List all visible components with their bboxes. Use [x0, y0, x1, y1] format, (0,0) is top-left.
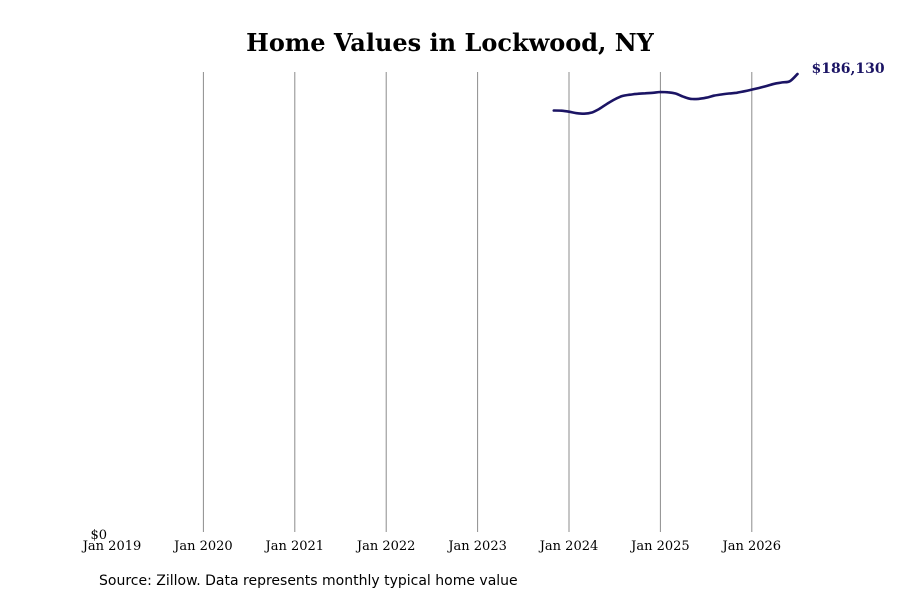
- latest-value-label: $186,130: [812, 61, 885, 77]
- x-tick-label: Jan 2025: [629, 539, 690, 554]
- x-tick-label: Jan 2023: [446, 539, 507, 554]
- x-tick-label: Jan 2024: [538, 539, 599, 554]
- x-tick-label: Jan 2021: [264, 539, 325, 554]
- x-tick-label: Jan 2019: [81, 539, 142, 554]
- home-value-line: [552, 72, 799, 116]
- y-tick-label: $0: [90, 528, 107, 543]
- x-tick-label: Jan 2026: [721, 539, 782, 554]
- source-note: Source: Zillow. Data represents monthly …: [99, 573, 518, 589]
- x-axis-ticks: Jan 2019 Jan 2020 Jan 2021 Jan 2022 Jan 2023…: [81, 539, 781, 554]
- x-tick-label: Jan 2022: [355, 539, 416, 554]
- x-tick-label: Jan 2020: [172, 539, 233, 554]
- gridlines: [202, 72, 753, 532]
- chart-title: Home Values in Lockwood, NY: [246, 28, 654, 57]
